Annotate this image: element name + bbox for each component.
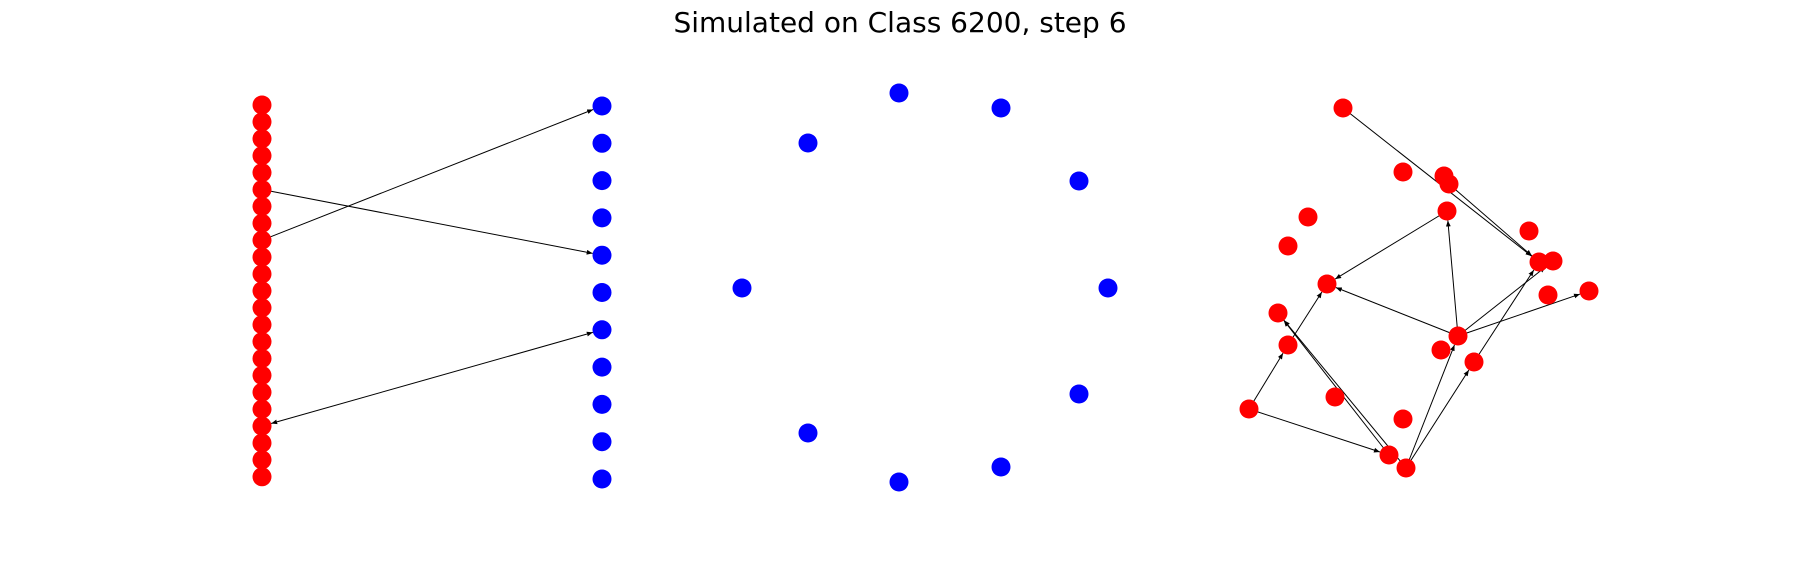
bipartite-red-node-11: [253, 281, 272, 300]
graph-edge-0: [262, 190, 593, 254]
bipartite-red-node-3: [253, 146, 272, 165]
network-red-node-11: [1580, 282, 1599, 301]
bipartite-blue-node-2: [593, 171, 612, 190]
network-red-node-21: [1380, 446, 1399, 465]
node-layer: [253, 84, 1599, 492]
bipartite-red-node-2: [253, 129, 272, 148]
bipartite-blue-node-3: [593, 208, 612, 227]
graph-edge-1: [262, 109, 593, 240]
circle-blue-node-7: [799, 424, 818, 443]
network-red-node-16: [1432, 341, 1451, 360]
circle-blue-node-9: [799, 134, 818, 153]
graph-edge-6: [1448, 220, 1458, 336]
bipartite-red-node-16: [253, 366, 272, 385]
bipartite-red-node-13: [253, 315, 272, 334]
bipartite-blue-node-8: [593, 395, 612, 414]
bipartite-red-node-15: [253, 349, 272, 368]
network-red-node-10: [1318, 275, 1337, 294]
bipartite-blue-node-9: [593, 432, 612, 451]
circle-blue-node-0: [890, 84, 909, 103]
graph-edge-16: [1406, 370, 1469, 468]
circle-blue-node-1: [992, 99, 1011, 118]
bipartite-red-node-7: [253, 214, 272, 233]
bipartite-red-node-14: [253, 332, 272, 351]
bipartite-red-node-8: [253, 231, 272, 250]
graph-edge-8: [1458, 267, 1546, 336]
bipartite-blue-node-5: [593, 283, 612, 302]
network-red-node-13: [1269, 304, 1288, 323]
graph-edge-12: [1249, 409, 1380, 452]
bipartite-red-node-5: [253, 180, 272, 199]
network-red-node-20: [1394, 410, 1413, 429]
network-red-node-9: [1544, 252, 1563, 271]
bipartite-red-node-10: [253, 265, 272, 284]
circle-blue-node-8: [733, 279, 752, 298]
network-red-node-6: [1279, 237, 1298, 256]
network-red-node-15: [1279, 336, 1298, 355]
bipartite-blue-node-7: [593, 358, 612, 377]
network-red-node-19: [1240, 400, 1259, 419]
graph-edge-5: [1335, 211, 1447, 279]
network-red-node-4: [1438, 202, 1457, 221]
circle-blue-node-2: [1070, 172, 1089, 191]
bipartite-blue-node-10: [593, 470, 612, 489]
network-red-node-1: [1394, 163, 1413, 182]
network-red-node-22: [1397, 459, 1416, 478]
bipartite-red-node-22: [253, 467, 272, 486]
bipartite-red-node-1: [253, 112, 272, 131]
bipartite-red-node-21: [253, 450, 272, 469]
network-red-node-5: [1299, 208, 1318, 227]
circle-blue-node-3: [1099, 279, 1118, 298]
network-red-node-0: [1334, 99, 1353, 118]
bipartite-red-node-9: [253, 248, 272, 267]
circle-blue-node-4: [1070, 385, 1089, 404]
network-red-node-17: [1465, 353, 1484, 372]
graph-edge-15: [1406, 345, 1455, 468]
network-red-node-7: [1520, 222, 1539, 241]
circle-blue-node-5: [992, 458, 1011, 477]
bipartite-red-node-0: [253, 96, 272, 115]
bipartite-blue-node-6: [593, 320, 612, 339]
network-red-node-3: [1440, 175, 1459, 194]
graph-edge-2: [271, 332, 593, 423]
graph-edge-11: [1249, 353, 1283, 409]
graph-edge-7: [1336, 288, 1458, 336]
circle-blue-node-6: [890, 473, 909, 492]
network-red-node-12: [1539, 286, 1558, 305]
bipartite-blue-node-1: [593, 134, 612, 153]
graph-edge-9: [1458, 294, 1580, 336]
bipartite-blue-node-4: [593, 246, 612, 265]
bipartite-red-node-17: [253, 383, 272, 402]
network-red-node-18: [1326, 388, 1345, 407]
bipartite-red-node-18: [253, 400, 272, 419]
bipartite-red-node-12: [253, 298, 272, 317]
graph-edge-4: [1449, 184, 1532, 256]
bipartite-blue-node-0: [593, 97, 612, 116]
edge-layer: [262, 108, 1580, 468]
bipartite-red-node-4: [253, 163, 272, 182]
bipartite-red-node-20: [253, 434, 272, 453]
bipartite-red-node-6: [253, 197, 272, 216]
network-red-node-14: [1449, 327, 1468, 346]
bipartite-red-node-19: [253, 417, 272, 436]
